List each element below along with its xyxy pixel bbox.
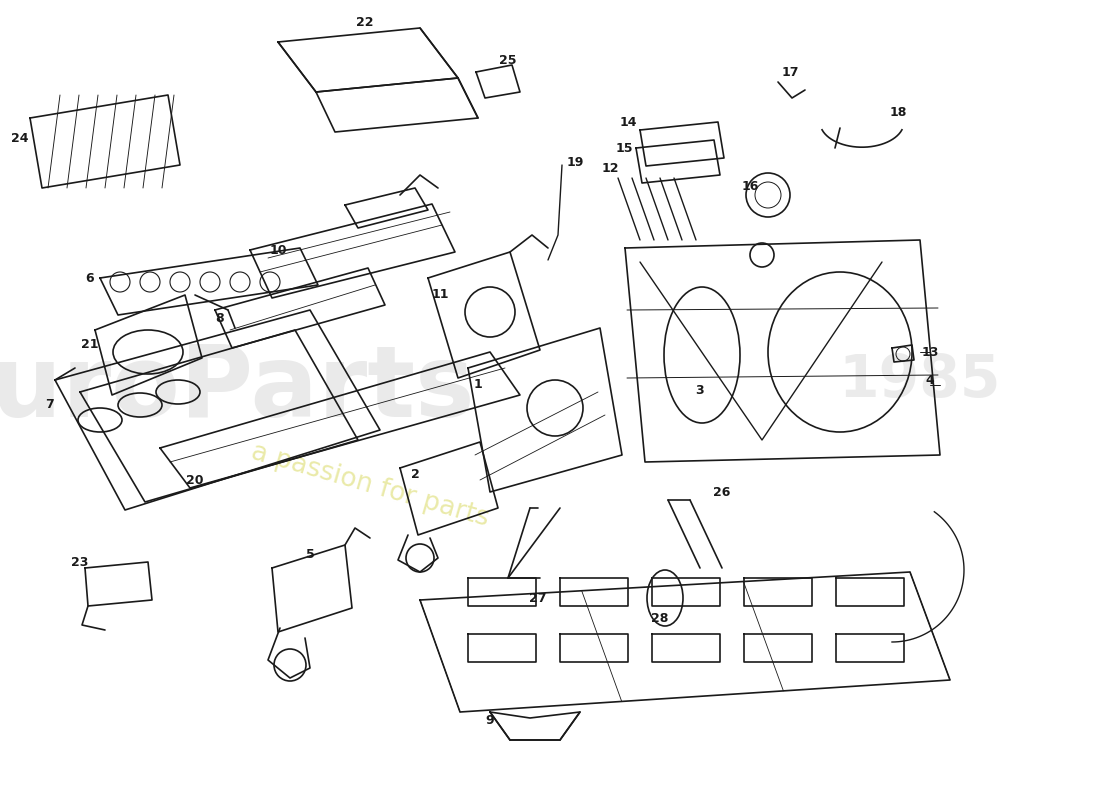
Text: 20: 20 — [186, 474, 204, 486]
Text: 27: 27 — [529, 591, 547, 605]
Text: 18: 18 — [889, 106, 906, 118]
Text: 15: 15 — [615, 142, 632, 154]
Text: 1985: 1985 — [838, 351, 1001, 409]
Text: 1: 1 — [474, 378, 483, 391]
Text: 10: 10 — [270, 243, 287, 257]
Text: 25: 25 — [499, 54, 517, 66]
Text: 16: 16 — [741, 179, 759, 193]
Text: 17: 17 — [781, 66, 799, 78]
Text: 7: 7 — [45, 398, 54, 411]
Text: 24: 24 — [11, 131, 29, 145]
Text: 4: 4 — [925, 374, 934, 386]
Text: 11: 11 — [431, 289, 449, 302]
Text: 12: 12 — [602, 162, 618, 174]
Text: 9: 9 — [486, 714, 494, 726]
Text: 26: 26 — [713, 486, 730, 498]
Text: 8: 8 — [216, 311, 224, 325]
Text: 3: 3 — [695, 383, 704, 397]
Text: 2: 2 — [410, 469, 419, 482]
Text: 6: 6 — [86, 271, 95, 285]
Text: 14: 14 — [619, 115, 637, 129]
Text: euroParts: euroParts — [0, 342, 476, 438]
Text: 5: 5 — [306, 549, 315, 562]
Text: 13: 13 — [922, 346, 938, 358]
Text: 23: 23 — [72, 555, 89, 569]
Text: 21: 21 — [81, 338, 99, 351]
Text: 22: 22 — [356, 15, 374, 29]
Text: 28: 28 — [651, 611, 669, 625]
Text: a passion for parts: a passion for parts — [248, 438, 492, 531]
Text: 19: 19 — [566, 155, 584, 169]
